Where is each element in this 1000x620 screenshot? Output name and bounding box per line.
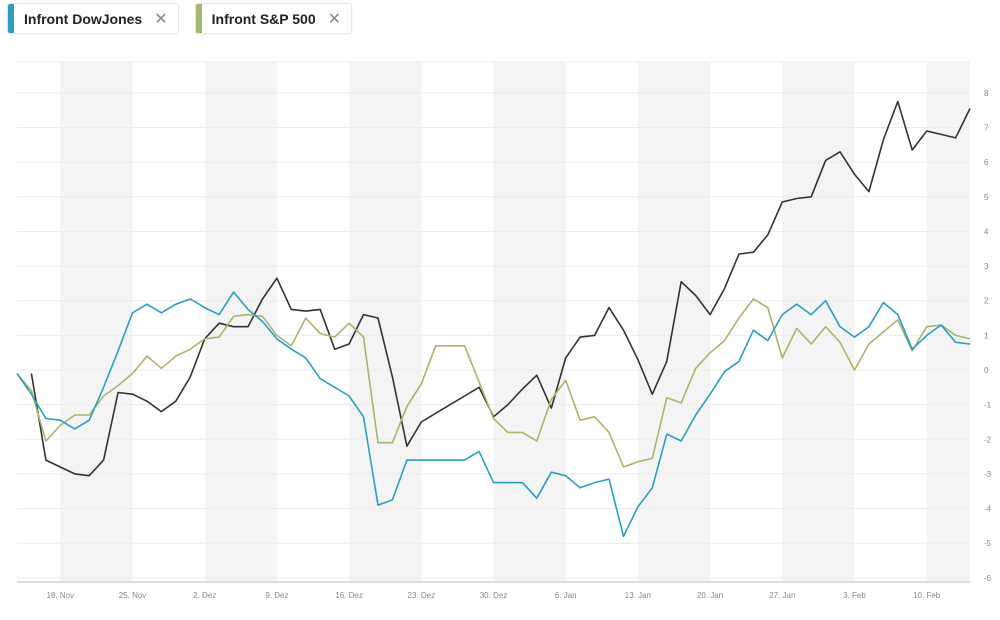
legend-chip-sp500[interactable]: Infront S&P 500 ✕ [194,3,353,34]
shaded-week-band [493,62,566,582]
y-tick-label: 6 [984,158,989,167]
legend-label: Infront DowJones [24,10,143,27]
y-tick-label: 3 [984,262,989,271]
series-line [30,100,971,477]
y-tick-label: -2 [984,435,992,444]
y-tick-label: 2 [984,297,989,306]
x-tick-label: 27. Jan [769,591,795,600]
x-tick-label: 23. Dez [408,591,436,600]
y-tick-label: 8 [984,89,989,98]
shaded-week-band [349,62,422,582]
x-tick-label: 13. Jan [625,591,651,600]
legend-label: Infront S&P 500 [211,10,316,27]
y-tick-label: -4 [984,505,992,514]
x-tick-label: 18. Nov [47,591,75,600]
close-icon[interactable]: ✕ [154,10,168,28]
shaded-week-band [782,62,855,582]
y-tick-label: 1 [984,331,989,340]
series-line-infront-dowjones [16,291,971,538]
legend: Infront DowJones ✕ Infront S&P 500 ✕ [7,3,353,34]
series-color-swatch [195,4,202,33]
x-tick-label: 9. Dez [265,591,288,600]
y-tick-label: -3 [984,470,992,479]
series-line-infront-s-p-500 [16,298,971,468]
y-tick-label: 0 [984,366,989,375]
y-tick-label: 7 [984,124,989,133]
x-tick-label: 6. Jan [555,591,577,600]
shaded-week-band [926,62,970,582]
shaded-week-band [60,62,133,582]
x-tick-label: 10. Feb [913,591,941,600]
y-tick-label: 4 [984,227,989,236]
y-tick-label: 5 [984,193,989,202]
x-tick-label: 30. Dez [480,591,508,600]
x-tick-label: 20. Jan [697,591,723,600]
y-tick-label: -6 [984,574,992,583]
series-color-swatch [8,4,14,33]
x-tick-label: 3. Feb [843,591,866,600]
y-tick-label: -5 [984,539,992,548]
y-tick-label: -1 [984,401,992,410]
x-tick-label: 25. Nov [119,591,147,600]
shaded-week-band [204,62,277,582]
x-tick-label: 2. Dez [193,591,216,600]
x-tick-label: 16. Dez [335,591,363,600]
legend-chip-dowjones[interactable]: Infront DowJones ✕ [7,3,179,34]
close-icon[interactable]: ✕ [327,10,342,28]
